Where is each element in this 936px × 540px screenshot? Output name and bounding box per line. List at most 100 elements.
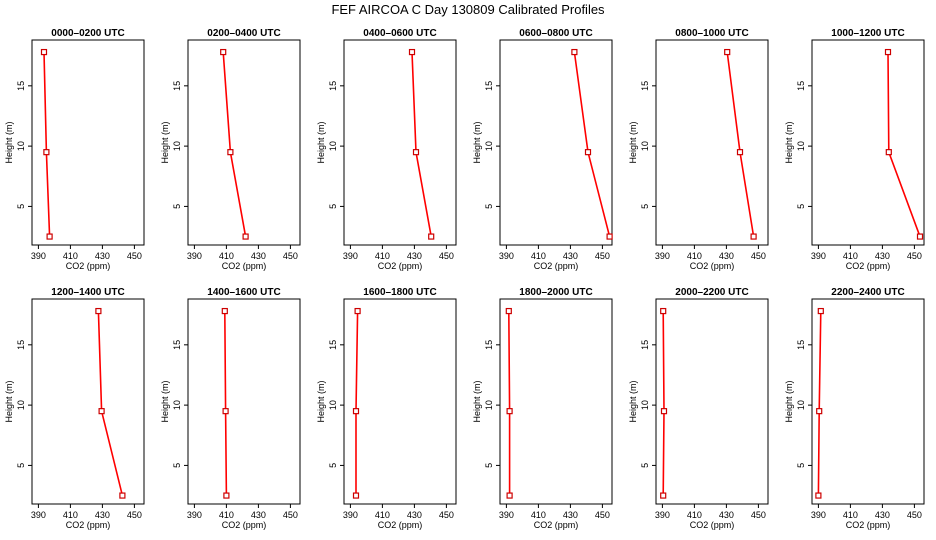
y-tick-label: 15 bbox=[640, 340, 650, 350]
x-tick-label: 430 bbox=[875, 510, 890, 520]
y-tick-label: 15 bbox=[328, 340, 338, 350]
y-tick-label: 15 bbox=[16, 340, 26, 350]
x-tick-label: 430 bbox=[407, 251, 422, 261]
profile-panel: 1800–2000 UTC 390 410 430 450 5 10 15 CO2 (ppm) H… bbox=[472, 287, 613, 530]
panel-title: 0000–0200 UTC bbox=[51, 28, 124, 39]
profile-point bbox=[227, 149, 234, 156]
x-axis-label: CO2 (ppm) bbox=[66, 520, 111, 530]
y-tick-label: 5 bbox=[16, 204, 26, 209]
y-axis-label: Height (m) bbox=[784, 121, 794, 163]
x-tick-label: 450 bbox=[907, 251, 922, 261]
x-axis-label: CO2 (ppm) bbox=[222, 520, 267, 530]
profile-point bbox=[584, 149, 592, 156]
y-axis-label: Height (m) bbox=[316, 121, 326, 163]
y-axis-label: Height (m) bbox=[784, 380, 794, 422]
plot-frame bbox=[31, 39, 145, 246]
x-tick-label: 410 bbox=[219, 251, 234, 261]
y-axis-label: Height (m) bbox=[628, 380, 638, 422]
x-axis-label: CO2 (ppm) bbox=[222, 261, 267, 271]
x-tick-label: 410 bbox=[843, 510, 858, 520]
profile-panel: 1200–1400 UTC 390 410 430 450 5 10 15 CO2 (ppm) H… bbox=[4, 287, 145, 530]
x-tick-label: 390 bbox=[343, 251, 358, 261]
profile-point bbox=[428, 233, 435, 240]
y-tick-label: 10 bbox=[172, 141, 182, 151]
profile-line bbox=[573, 51, 611, 237]
plot-frame bbox=[811, 298, 925, 505]
profile-point bbox=[352, 408, 360, 415]
x-tick-label: 390 bbox=[655, 251, 670, 261]
y-tick-label: 10 bbox=[640, 400, 650, 410]
x-axis-label: CO2 (ppm) bbox=[534, 261, 579, 271]
x-tick-label: 410 bbox=[63, 251, 78, 261]
profile-point bbox=[220, 48, 227, 56]
profile-point bbox=[98, 408, 105, 415]
y-tick-label: 5 bbox=[796, 463, 806, 468]
x-tick-label: 430 bbox=[95, 251, 110, 261]
plot-frame bbox=[499, 298, 613, 505]
plot-frame bbox=[655, 39, 769, 246]
y-tick-label: 15 bbox=[328, 81, 338, 91]
plot-frame bbox=[655, 298, 769, 505]
x-tick-label: 390 bbox=[187, 510, 202, 520]
profile-line bbox=[355, 311, 359, 496]
profile-point bbox=[736, 149, 744, 156]
y-tick-label: 10 bbox=[172, 400, 182, 410]
plot-frame bbox=[187, 39, 301, 246]
y-tick-label: 15 bbox=[796, 81, 806, 91]
x-tick-label: 390 bbox=[343, 510, 358, 520]
x-tick-label: 430 bbox=[875, 251, 890, 261]
x-tick-label: 390 bbox=[187, 251, 202, 261]
profile-point bbox=[816, 408, 823, 415]
x-tick-label: 430 bbox=[563, 251, 578, 261]
profile-panel: 0200–0400 UTC 390 410 430 450 5 10 15 CO2 (ppm) H… bbox=[160, 28, 301, 271]
y-tick-label: 10 bbox=[328, 141, 338, 151]
profile-panel: 1000–1200 UTC 390 410 430 450 5 10 15 CO2 (ppm) H… bbox=[784, 28, 925, 271]
profile-panel: 2200–2400 UTC 390 410 430 450 5 10 15 CO2 (ppm) H… bbox=[784, 287, 925, 530]
profile-point bbox=[505, 307, 512, 315]
y-axis-label: Height (m) bbox=[316, 380, 326, 422]
y-axis-label: Height (m) bbox=[4, 121, 14, 163]
x-tick-label: 450 bbox=[439, 510, 454, 520]
x-axis-label: CO2 (ppm) bbox=[846, 261, 891, 271]
profile-point bbox=[46, 233, 53, 240]
profile-line bbox=[662, 311, 665, 496]
profile-panel: 0000–0200 UTC 390 410 430 450 5 10 15 CO2 (ppm) H… bbox=[4, 28, 145, 271]
y-tick-label: 15 bbox=[172, 81, 182, 91]
x-tick-label: 450 bbox=[595, 251, 610, 261]
panel-grid: 0000–0200 UTC 390 410 430 450 5 10 15 CO2 (ppm) H… bbox=[4, 28, 925, 530]
profile-point bbox=[660, 492, 667, 499]
panel-title: 1800–2000 UTC bbox=[519, 287, 592, 298]
plot-frame bbox=[343, 298, 457, 505]
profile-panel: 0600–0800 UTC 390 410 430 450 5 10 15 CO2 (ppm) H… bbox=[472, 28, 613, 271]
profile-point bbox=[352, 492, 360, 499]
x-tick-label: 410 bbox=[531, 510, 546, 520]
y-tick-label: 10 bbox=[796, 141, 806, 151]
x-axis-label: CO2 (ppm) bbox=[690, 261, 735, 271]
y-tick-label: 5 bbox=[640, 204, 650, 209]
y-tick-label: 5 bbox=[640, 463, 650, 468]
plot-frame bbox=[499, 39, 613, 246]
profile-line bbox=[726, 51, 755, 237]
y-axis-label: Height (m) bbox=[472, 380, 482, 422]
profile-point bbox=[412, 149, 420, 156]
profile-point bbox=[660, 307, 667, 315]
profile-point bbox=[506, 408, 513, 415]
y-tick-label: 15 bbox=[640, 81, 650, 91]
panel-title: 1600–1800 UTC bbox=[363, 287, 436, 298]
profile-panel: 0800–1000 UTC 390 410 430 450 5 10 15 CO2 (ppm) H… bbox=[628, 28, 769, 271]
x-tick-label: 390 bbox=[811, 510, 826, 520]
profile-point bbox=[221, 307, 228, 315]
x-tick-label: 430 bbox=[251, 251, 266, 261]
x-tick-label: 450 bbox=[907, 510, 922, 520]
profile-point bbox=[916, 233, 924, 240]
panel-title: 0200–0400 UTC bbox=[207, 28, 280, 39]
profile-point bbox=[119, 492, 126, 499]
panel-title: 1200–1400 UTC bbox=[51, 287, 124, 298]
y-tick-label: 5 bbox=[16, 463, 26, 468]
x-axis-label: CO2 (ppm) bbox=[378, 520, 423, 530]
profile-point bbox=[506, 492, 513, 499]
profile-point bbox=[95, 307, 102, 315]
x-tick-label: 450 bbox=[283, 251, 298, 261]
profile-panel: 2000–2200 UTC 390 410 430 450 5 10 15 CO2 (ppm) H… bbox=[628, 287, 769, 530]
